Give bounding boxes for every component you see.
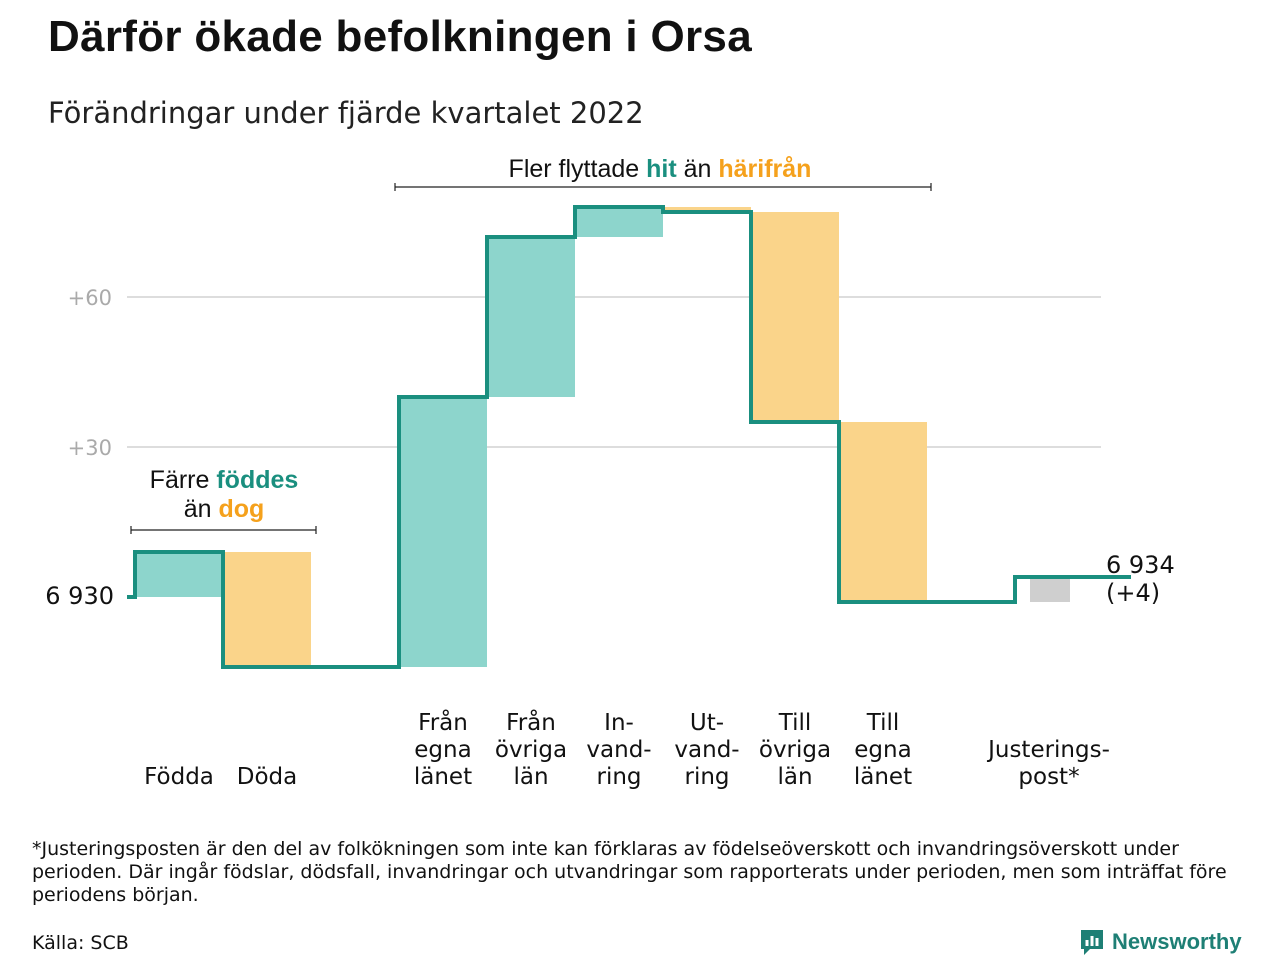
annotation-highlight-orange: härifrån xyxy=(718,155,811,183)
annotation-text: Fler flyttade xyxy=(509,155,647,183)
x-category-label: vand- xyxy=(586,737,651,763)
x-category-label: Från xyxy=(506,708,556,736)
end-value-label: 6 934 xyxy=(1106,551,1175,579)
x-category-label: Födda xyxy=(144,764,214,790)
x-category-label: länet xyxy=(854,764,912,790)
x-category-label: In- xyxy=(604,710,634,736)
newsworthy-logo-icon xyxy=(1081,930,1103,955)
annotation-text: Färre xyxy=(150,466,217,494)
x-category-label: länet xyxy=(414,764,472,790)
annotation-left-line2: än dog xyxy=(184,495,265,523)
x-category-label: egna xyxy=(854,737,911,763)
annotation-top: Fler flyttade hit än härifrån xyxy=(509,155,812,183)
annotation-text: än xyxy=(677,155,719,183)
annotation-highlight-teal: föddes xyxy=(216,466,298,494)
bar xyxy=(839,422,927,602)
bar xyxy=(1030,577,1070,602)
bar xyxy=(135,552,223,597)
x-category-label: Döda xyxy=(237,764,297,790)
bar xyxy=(487,237,575,397)
x-category-label: Ut- xyxy=(690,710,724,736)
annotation-highlight-orange: dog xyxy=(218,495,264,523)
source-label: Källa: SCB xyxy=(32,932,129,954)
x-category-label: egna xyxy=(414,737,471,763)
end-change-label: (+4) xyxy=(1106,579,1160,607)
annotation-text: än xyxy=(184,495,219,523)
footnote: *Justeringsposten är den del av folkökni… xyxy=(32,838,1227,906)
annotation-left-line1: Färre föddes xyxy=(150,466,299,494)
x-category-label: övriga xyxy=(759,737,831,763)
annotation-highlight-teal: hit xyxy=(646,155,677,183)
chart-title: Därför ökade befolkningen i Orsa xyxy=(48,12,752,61)
bar xyxy=(663,207,751,212)
bar xyxy=(223,552,311,667)
chart-subtitle: Förändringar under fjärde kvartalet 2022 xyxy=(48,96,644,130)
start-value-label: 6 930 xyxy=(45,582,114,610)
brand-name: Newsworthy xyxy=(1112,929,1242,954)
bar xyxy=(399,397,487,667)
x-category-label: län xyxy=(513,764,548,790)
x-category-label: Till xyxy=(866,710,900,736)
x-category-label: Justerings- xyxy=(986,737,1110,763)
x-category-label: Från xyxy=(418,708,468,736)
x-category-label: övriga xyxy=(495,737,567,763)
x-category-label: ring xyxy=(596,764,641,790)
bar xyxy=(575,207,663,237)
x-category-label: Till xyxy=(778,710,812,736)
brand[interactable]: Newsworthy xyxy=(1078,927,1242,957)
x-category-label: post* xyxy=(1018,764,1079,790)
x-category-label: ring xyxy=(684,764,729,790)
y-tick-label: +30 xyxy=(68,436,112,460)
x-category-label: vand- xyxy=(674,737,739,763)
x-category-label: län xyxy=(777,764,812,790)
cumulative-line xyxy=(127,205,1131,669)
bar xyxy=(751,212,839,422)
y-tick-label: +60 xyxy=(68,286,112,310)
